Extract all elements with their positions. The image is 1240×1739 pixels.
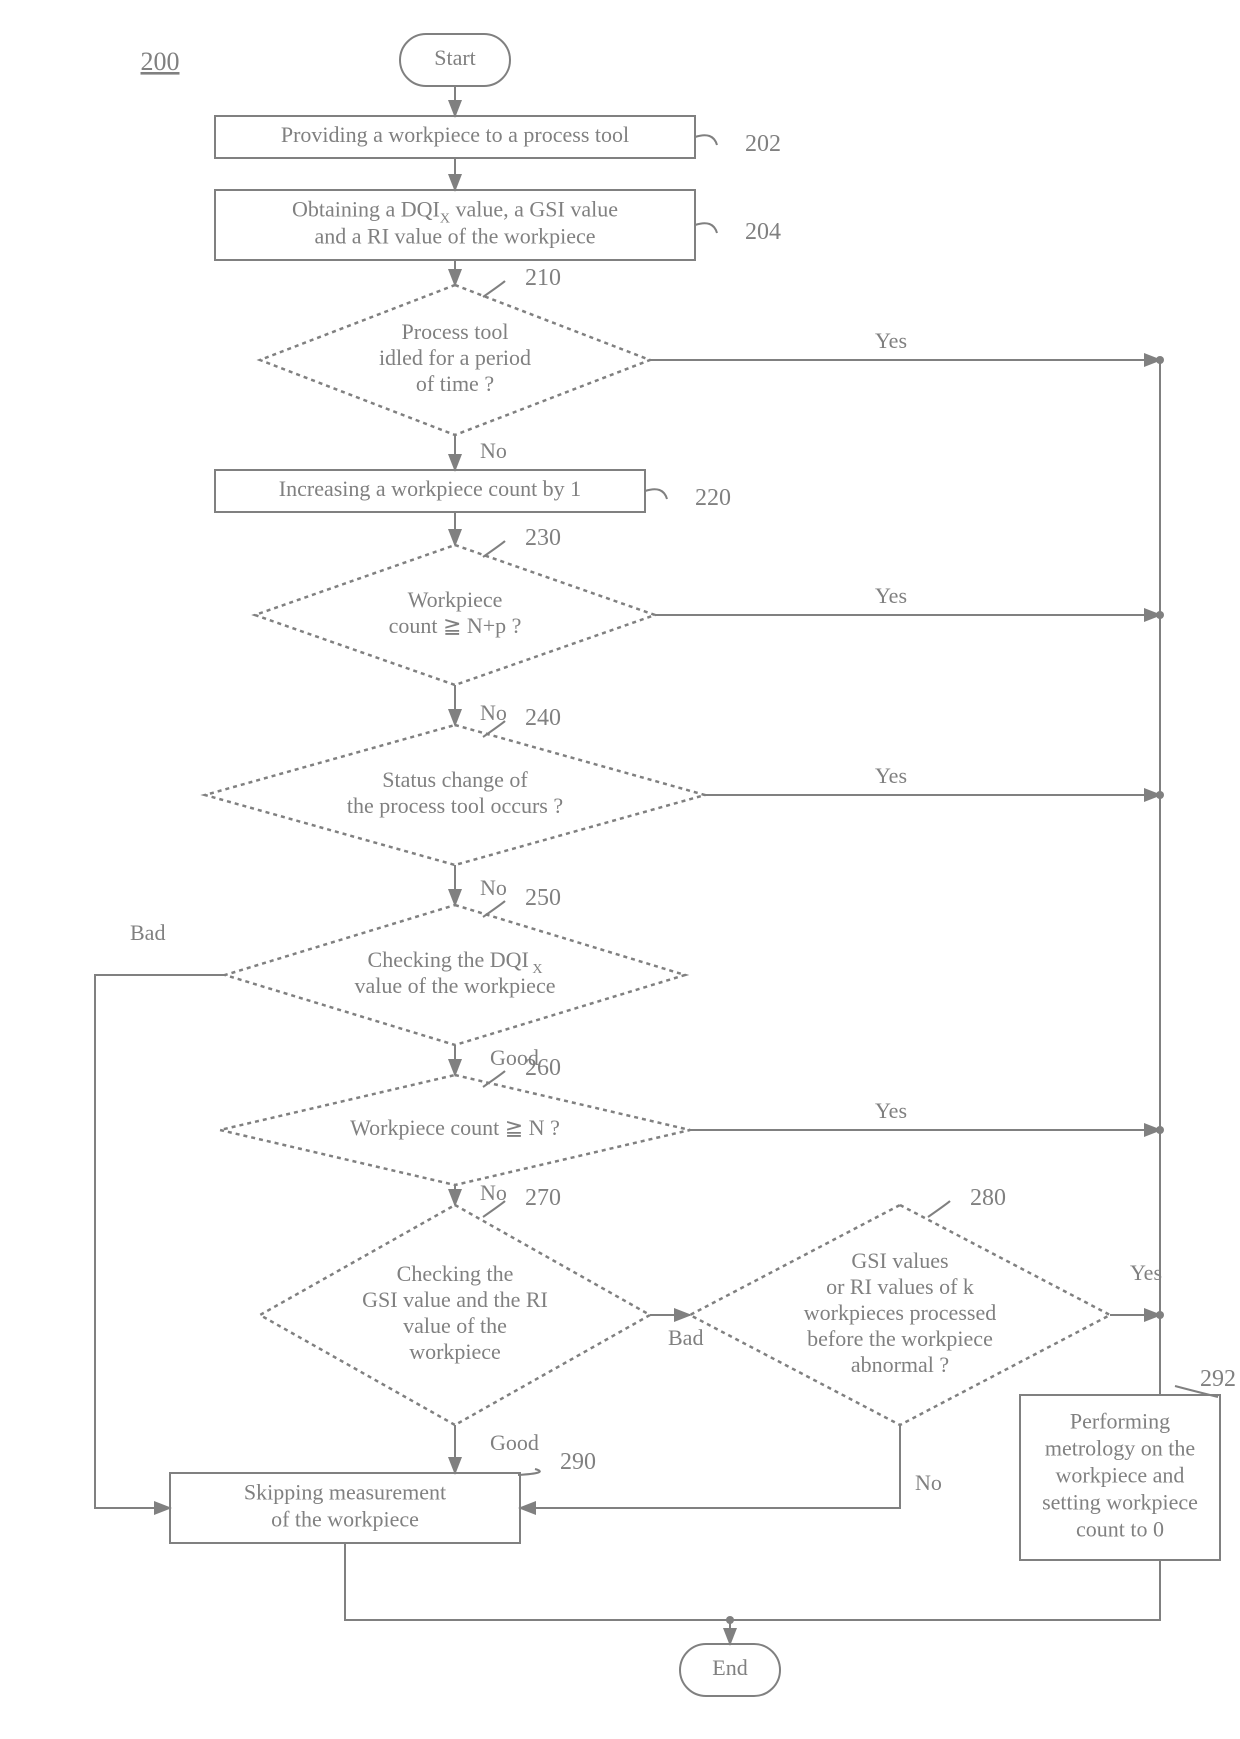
edge bbox=[95, 975, 225, 1508]
svg-text:idled for a period: idled for a period bbox=[379, 345, 531, 370]
svg-text:210: 210 bbox=[525, 265, 561, 291]
svg-text:No: No bbox=[480, 1180, 507, 1205]
svg-text:Yes: Yes bbox=[875, 328, 907, 353]
svg-text:No: No bbox=[480, 438, 507, 463]
svg-text:GSI values: GSI values bbox=[851, 1248, 948, 1273]
svg-text:count to 0: count to 0 bbox=[1076, 1517, 1164, 1542]
svg-text:Skipping measurement: Skipping measurement bbox=[244, 1480, 446, 1505]
svg-text:Yes: Yes bbox=[875, 763, 907, 788]
svg-text:Yes: Yes bbox=[1130, 1260, 1162, 1285]
svg-text:220: 220 bbox=[695, 485, 731, 511]
svg-text:204: 204 bbox=[745, 219, 781, 245]
svg-text:value of the workpiece: value of the workpiece bbox=[355, 973, 556, 998]
svg-text:No: No bbox=[915, 1470, 942, 1495]
svg-text:the process tool occurs ?: the process tool occurs ? bbox=[347, 793, 563, 818]
svg-text:metrology on the: metrology on the bbox=[1045, 1436, 1195, 1461]
edge bbox=[730, 1560, 1160, 1620]
svg-text:Yes: Yes bbox=[875, 1098, 907, 1123]
svg-text:End: End bbox=[712, 1655, 747, 1680]
svg-text:Status change of: Status change of bbox=[382, 767, 528, 792]
svg-text:workpiece and: workpiece and bbox=[1056, 1463, 1185, 1488]
svg-text:workpieces processed: workpieces processed bbox=[804, 1300, 996, 1325]
svg-text:250: 250 bbox=[525, 885, 561, 911]
svg-text:of time ?: of time ? bbox=[416, 371, 494, 396]
svg-text:Good: Good bbox=[490, 1430, 539, 1455]
svg-text:202: 202 bbox=[745, 131, 781, 157]
svg-text:of the workpiece: of the workpiece bbox=[271, 1507, 419, 1532]
svg-text:Workpiece: Workpiece bbox=[408, 587, 503, 612]
svg-text:240: 240 bbox=[525, 705, 561, 731]
svg-text:200: 200 bbox=[141, 47, 180, 76]
svg-text:Yes: Yes bbox=[875, 583, 907, 608]
svg-text:Providing a workpiece to a pro: Providing a workpiece to a process tool bbox=[281, 122, 629, 147]
svg-text:Good: Good bbox=[490, 1045, 539, 1070]
flowchart: 200 Start Providing a workpiece to a proce… bbox=[0, 0, 1240, 1739]
svg-text:and a RI value of the workpiec: and a RI value of the workpiece bbox=[315, 224, 596, 249]
svg-text:GSI value and the RI: GSI value and the RI bbox=[362, 1287, 548, 1312]
svg-text:Workpiece count ≧ N ?: Workpiece count ≧ N ? bbox=[350, 1115, 560, 1140]
svg-text:value of the: value of the bbox=[403, 1313, 507, 1338]
svg-text:Checking the: Checking the bbox=[397, 1261, 514, 1286]
svg-text:280: 280 bbox=[970, 1185, 1006, 1211]
svg-text:abnormal ?: abnormal ? bbox=[851, 1352, 949, 1377]
svg-text:count ≧ N+p ?: count ≧ N+p ? bbox=[389, 613, 522, 638]
svg-text:292: 292 bbox=[1200, 1366, 1236, 1392]
svg-text:Bad: Bad bbox=[668, 1325, 703, 1350]
svg-text:or RI values of k: or RI values of k bbox=[826, 1274, 974, 1299]
edge bbox=[345, 1543, 730, 1620]
svg-text:Increasing a workpiece count b: Increasing a workpiece count by 1 bbox=[279, 476, 581, 501]
svg-text:No: No bbox=[480, 875, 507, 900]
svg-text:290: 290 bbox=[560, 1449, 596, 1475]
svg-text:setting workpiece: setting workpiece bbox=[1042, 1490, 1198, 1515]
svg-text:No: No bbox=[480, 700, 507, 725]
svg-text:Start: Start bbox=[434, 45, 476, 70]
svg-text:before the workpiece: before the workpiece bbox=[807, 1326, 993, 1351]
svg-text:270: 270 bbox=[525, 1185, 561, 1211]
svg-text:Process tool: Process tool bbox=[402, 319, 509, 344]
svg-text:Bad: Bad bbox=[130, 920, 165, 945]
svg-text:workpiece: workpiece bbox=[409, 1339, 501, 1364]
svg-text:230: 230 bbox=[525, 525, 561, 551]
svg-text:Performing: Performing bbox=[1070, 1409, 1170, 1434]
